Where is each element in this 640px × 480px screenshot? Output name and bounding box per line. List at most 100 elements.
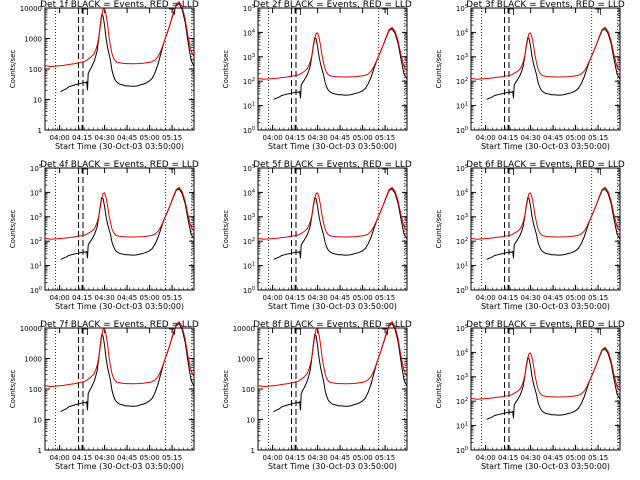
y-tick-label: 100 (29, 386, 42, 394)
y-axis-label: Counts/sec (9, 210, 17, 249)
x-axis-label: Start Time (30-Oct-03 03:50:00) (268, 462, 397, 471)
top-bracket-mark (81, 168, 88, 175)
y-tick-label: 1000 (24, 356, 42, 364)
x-tick-label: 04:30 (95, 454, 115, 462)
y-axis-label: Counts/sec (222, 370, 230, 409)
x-tick-label: 04:00 (476, 134, 496, 142)
x-tick-label: 04:15 (285, 294, 305, 302)
y-tick-label: 101 (243, 102, 255, 111)
x-tick-label: 05:00 (140, 454, 160, 462)
lld-series-line (470, 346, 621, 400)
y-tick-label: 104 (243, 188, 255, 197)
plot-frame (257, 167, 408, 291)
x-tick-label: 04:30 (95, 134, 115, 142)
panel-det-1: Det 1f BLACK = Events, RED = LLD 1 10 100 10… (9, 0, 199, 151)
x-tick-label: 04:30 (308, 294, 328, 302)
x-tick-label: 04:45 (543, 294, 563, 302)
y-tick-label: 105 (30, 164, 42, 173)
top-bracket-mark (294, 328, 301, 335)
y-tick-label: 105 (243, 4, 255, 13)
events-series-line (60, 322, 195, 413)
x-tick-label: 05:00 (353, 134, 373, 142)
x-tick-label: 04:45 (543, 134, 563, 142)
y-tick-label: 101 (456, 422, 468, 431)
top-bracket-mark (81, 328, 88, 335)
y-axis-label: Counts/sec (9, 50, 17, 89)
x-tick-label: 05:15 (162, 294, 182, 302)
x-axis-label: Start Time (30-Oct-03 03:50:00) (481, 302, 610, 311)
x-tick-label: 04:30 (521, 134, 541, 142)
events-series-line (486, 28, 621, 100)
y-tick-label: 105 (456, 324, 468, 333)
top-bracket-mark (507, 168, 514, 175)
y-tick-label: 1 (38, 127, 42, 135)
x-tick-label: 05:15 (375, 454, 395, 462)
y-tick-label: 100 (30, 286, 42, 295)
top-bracket-mark (507, 328, 514, 335)
x-tick-label: 04:00 (50, 134, 70, 142)
x-tick-label: 04:30 (521, 454, 541, 462)
lld-series-line (470, 186, 621, 240)
top-bracket-mark (381, 168, 389, 175)
x-tick-label: 04:45 (117, 134, 137, 142)
y-tick-label: 103 (456, 373, 468, 382)
events-series-line (273, 322, 408, 413)
panel-title: Det 2f BLACK = Events, RED = LLD (253, 0, 412, 10)
y-tick-label: 102 (30, 237, 42, 246)
x-tick-label: 04:45 (330, 294, 350, 302)
lld-series-line (257, 321, 408, 388)
y-tick-label: 102 (456, 237, 468, 246)
y-tick-label: 100 (456, 286, 468, 295)
y-tick-label: 101 (243, 262, 255, 271)
x-tick-label: 04:15 (285, 134, 305, 142)
x-axis-label: Start Time (30-Oct-03 03:50:00) (268, 142, 397, 151)
y-tick-label: 105 (456, 4, 468, 13)
y-tick-label: 102 (456, 77, 468, 86)
y-tick-label: 104 (456, 28, 468, 37)
events-series-line (273, 28, 408, 100)
x-tick-label: 05:15 (162, 134, 182, 142)
y-tick-label: 100 (29, 66, 42, 74)
panel-title: Det 8f BLACK = Events, RED = LLD (253, 320, 412, 330)
x-tick-label: 04:15 (72, 294, 92, 302)
events-series-line (60, 188, 195, 260)
x-tick-label: 04:15 (498, 454, 518, 462)
panel-det-4: Det 4f BLACK = Events, RED = LLD 100 101 10… (9, 160, 199, 311)
x-tick-label: 05:00 (566, 454, 586, 462)
y-tick-label: 10 (33, 417, 42, 425)
x-tick-label: 04:45 (117, 454, 137, 462)
x-tick-label: 04:45 (543, 454, 563, 462)
top-bracket-mark (594, 8, 602, 15)
y-tick-label: 100 (456, 126, 468, 135)
y-tick-label: 104 (243, 28, 255, 37)
x-tick-label: 04:00 (50, 454, 70, 462)
lld-series-line (44, 321, 195, 388)
events-series-line (60, 2, 195, 93)
y-tick-label: 102 (243, 77, 255, 86)
x-axis-label: Start Time (30-Oct-03 03:50:00) (55, 302, 184, 311)
y-tick-label: 10000 (233, 325, 255, 333)
plot-frame (44, 7, 195, 131)
y-tick-label: 103 (243, 53, 255, 62)
y-tick-label: 100 (456, 446, 468, 455)
y-tick-label: 100 (243, 286, 255, 295)
top-bracket-mark (381, 8, 389, 15)
panel-title: Det 6f BLACK = Events, RED = LLD (466, 160, 625, 170)
panel-title: Det 4f BLACK = Events, RED = LLD (40, 160, 199, 170)
x-tick-label: 04:00 (263, 294, 283, 302)
x-tick-label: 04:30 (521, 294, 541, 302)
top-bracket-mark (507, 8, 514, 15)
top-bracket-mark (594, 168, 602, 175)
y-tick-label: 10 (33, 97, 42, 105)
x-tick-label: 05:15 (588, 454, 608, 462)
y-tick-label: 10000 (20, 5, 42, 13)
y-tick-label: 105 (243, 164, 255, 173)
x-tick-label: 05:00 (353, 454, 373, 462)
y-axis-label: Counts/sec (435, 370, 443, 409)
lld-series-line (470, 26, 621, 80)
x-tick-label: 05:15 (588, 294, 608, 302)
y-tick-label: 102 (243, 237, 255, 246)
x-tick-label: 04:15 (498, 294, 518, 302)
y-tick-label: 105 (456, 164, 468, 173)
